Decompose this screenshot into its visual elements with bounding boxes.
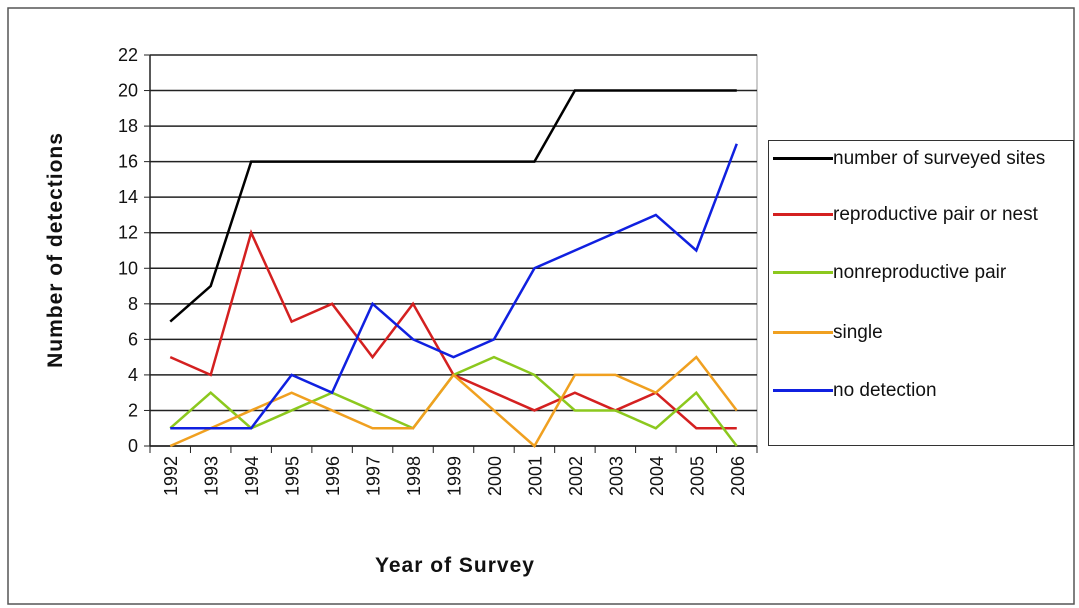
x-tick-label: 1992 [161, 456, 181, 496]
legend-swatch [773, 271, 833, 274]
x-tick-label: 1996 [323, 456, 343, 496]
x-tick-label: 1999 [445, 456, 465, 496]
y-tick-label: 10 [118, 258, 138, 278]
legend: number of surveyed sites reproductive pai… [768, 140, 1074, 446]
x-tick-label: 2006 [728, 456, 748, 496]
legend-entry: number of surveyed sites [773, 147, 1069, 171]
legend-label: no detection [833, 380, 937, 401]
x-tick-label: 1994 [242, 456, 262, 496]
x-axis-title: Year of Survey [375, 554, 535, 577]
series-line [170, 143, 738, 430]
x-tick-label: 2000 [485, 456, 505, 496]
x-tick-label: 1995 [283, 456, 303, 496]
x-tick-label: 2003 [606, 456, 626, 496]
legend-swatch [773, 157, 833, 160]
y-tick-label: 0 [128, 436, 138, 456]
y-tick-label: 12 [118, 223, 138, 243]
x-tick-label: 2005 [687, 456, 707, 496]
y-tick-label: 2 [128, 400, 138, 420]
legend-entry: nonreproductive pair [773, 261, 1069, 285]
y-tick-label: 16 [118, 152, 138, 172]
legend-swatch [773, 389, 833, 392]
legend-label: single [833, 322, 883, 343]
x-tick-label: 2001 [525, 456, 545, 496]
series-line [169, 89, 737, 323]
x-tick-label: 1998 [404, 456, 424, 496]
x-tick-label: 1993 [202, 456, 222, 496]
legend-label: number of surveyed sites [833, 148, 1046, 169]
x-tick-label: 2002 [566, 456, 586, 496]
legend-entry: reproductive pair or nest [773, 203, 1069, 227]
legend-label: reproductive pair or nest [833, 204, 1038, 225]
y-tick-label: 20 [118, 81, 138, 101]
x-tick-label: 1997 [364, 456, 384, 496]
plot-area [149, 54, 758, 447]
legend-entry: no detection [773, 379, 1069, 403]
y-tick-label: 4 [128, 365, 138, 385]
y-tick-label: 14 [118, 187, 138, 207]
x-tick-label: 2004 [647, 456, 667, 496]
y-tick-label: 6 [128, 329, 138, 349]
legend-swatch [773, 331, 833, 334]
y-tick-label: 18 [118, 116, 138, 136]
series-line [169, 355, 738, 448]
y-tick-label: 22 [118, 45, 138, 65]
legend-label: nonreproductive pair [833, 262, 1007, 283]
legend-swatch [773, 213, 833, 216]
legend-entry: single [773, 321, 1069, 345]
y-axis-title: Number of detections [44, 132, 67, 368]
y-tick-label: 8 [128, 294, 138, 314]
